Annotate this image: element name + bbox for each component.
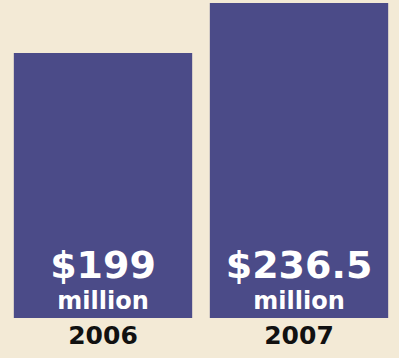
svg-text:$199million: $199million [50, 243, 156, 315]
svg-text:$236.5million: $236.5million [226, 243, 373, 315]
svg-text:2007: 2007 [264, 321, 334, 350]
svg-text:2006: 2006 [68, 321, 138, 350]
